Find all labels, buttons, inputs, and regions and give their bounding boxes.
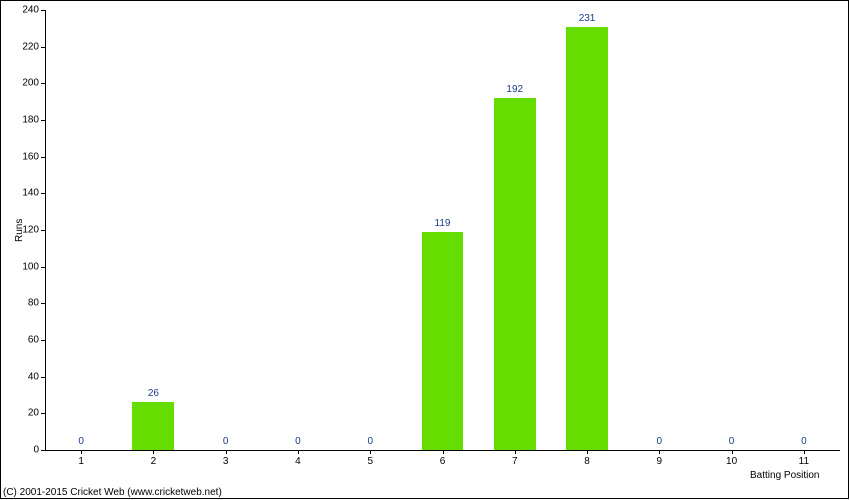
y-tick-label: 180 [17,115,39,126]
bar-value-label: 0 [657,436,663,447]
copyright-text: (C) 2001-2015 Cricket Web (www.cricketwe… [3,487,222,498]
bar [422,232,464,450]
x-tick-label: 1 [78,456,84,467]
bar-value-label: 0 [295,436,301,447]
x-tick [81,450,82,454]
y-tick [41,230,45,231]
bar [566,27,608,451]
x-tick [587,450,588,454]
x-tick-label: 11 [799,456,809,467]
bar-value-label: 0 [801,436,807,447]
y-tick [41,450,45,451]
y-tick [41,10,45,11]
y-tick [41,120,45,121]
x-tick-label: 10 [726,456,737,467]
y-axis-line [45,10,46,450]
y-tick [41,157,45,158]
bar-value-label: 192 [506,84,523,95]
y-tick-label: 40 [17,371,39,382]
y-tick-label: 80 [17,298,39,309]
y-tick [41,267,45,268]
y-tick [41,340,45,341]
y-tick-label: 200 [17,78,39,89]
y-tick-label: 0 [17,445,39,456]
x-tick-label: 8 [584,456,590,467]
bar-value-label: 0 [223,436,229,447]
bar [132,402,174,450]
chart-container: Runs Batting Position (C) 2001-2015 Cric… [0,0,850,500]
x-tick-label: 5 [367,456,373,467]
x-tick [732,450,733,454]
bar-value-label: 0 [367,436,373,447]
x-tick-label: 9 [657,456,663,467]
bar-value-label: 119 [435,218,451,229]
x-tick [226,450,227,454]
x-tick [370,450,371,454]
y-tick-label: 60 [17,335,39,346]
bar-value-label: 0 [78,436,84,447]
x-tick [153,450,154,454]
x-tick [804,450,805,454]
y-tick-label: 220 [17,41,39,52]
plot-area [45,10,840,450]
x-tick-label: 2 [151,456,157,467]
x-tick [298,450,299,454]
y-tick-label: 240 [17,5,39,16]
x-tick-label: 4 [295,456,301,467]
x-axis-title: Batting Position [750,470,820,481]
y-tick [41,193,45,194]
bar-value-label: 231 [579,13,596,24]
y-tick-label: 140 [17,188,39,199]
y-tick [41,413,45,414]
x-tick [659,450,660,454]
y-tick [41,83,45,84]
y-tick [41,377,45,378]
x-tick-label: 3 [223,456,229,467]
y-tick [41,47,45,48]
y-tick-label: 100 [17,261,39,272]
x-tick-label: 6 [440,456,446,467]
y-tick-label: 20 [17,408,39,419]
y-tick-label: 160 [17,151,39,162]
bar [494,98,536,450]
y-tick-label: 120 [17,225,39,236]
x-tick [515,450,516,454]
x-tick [443,450,444,454]
y-tick [41,303,45,304]
bar-value-label: 26 [148,388,159,399]
bar-value-label: 0 [729,436,735,447]
x-tick-label: 7 [512,456,518,467]
